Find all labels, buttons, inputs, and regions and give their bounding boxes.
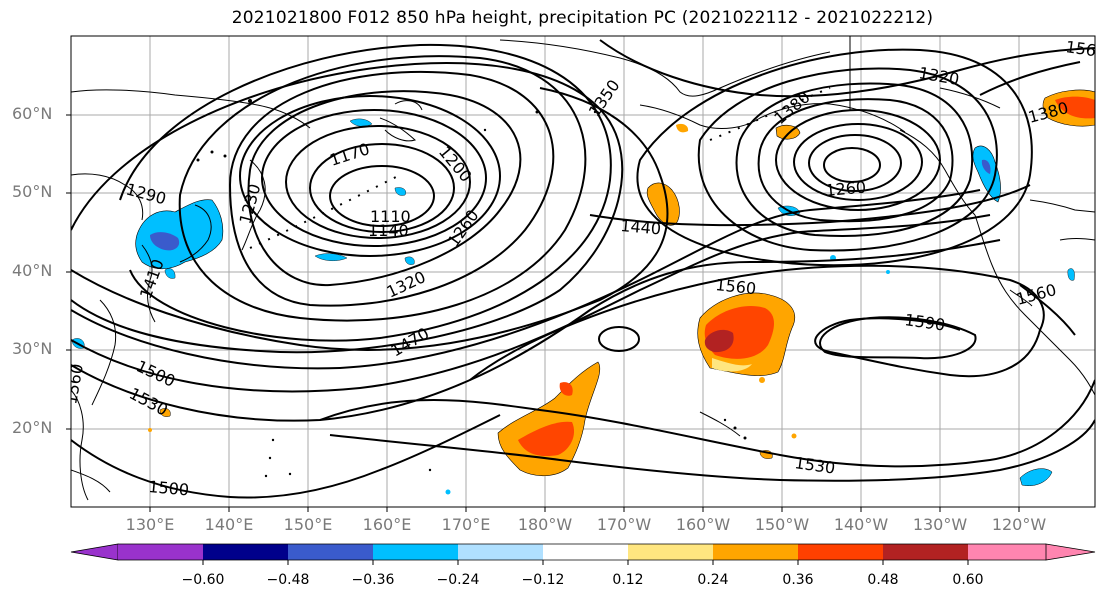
contour-label: 1440	[620, 216, 662, 238]
map-plot-area: 1290 1230 1170 1200 1110 1140 1260 1320 …	[71, 36, 1095, 507]
contour-1110	[329, 165, 435, 227]
contour-1230	[239, 95, 501, 257]
lon-label: 180°W	[517, 515, 573, 534]
colorbar-tick-label: −0.12	[521, 572, 565, 588]
contour-1290	[228, 70, 555, 307]
lon-label: 150°W	[754, 515, 810, 534]
lon-label: 140°E	[204, 515, 254, 534]
colorbar-tick-label: −0.60	[181, 572, 225, 588]
colorbar-tick-label: 0.12	[612, 572, 644, 588]
lat-label: 30°N	[12, 339, 53, 358]
precip-positive-areas	[148, 89, 1095, 477]
lon-label: 160°W	[675, 515, 731, 534]
lon-label: 120°W	[991, 515, 1047, 534]
contour-1530	[319, 379, 1095, 468]
contour-1590	[819, 316, 977, 360]
contour-label: 1110	[370, 207, 411, 226]
colorbar	[70, 543, 1096, 565]
lat-label: 60°N	[12, 104, 53, 123]
contour-label: 1140	[368, 221, 409, 240]
lat-label: 20°N	[12, 418, 53, 437]
lon-label: 130°E	[125, 515, 175, 534]
contour-label: 1560	[715, 275, 757, 298]
contour-1560	[469, 264, 1045, 381]
contour-1200	[261, 109, 487, 247]
map-title: 2021021800 F012 850 hPa height, precipit…	[231, 8, 934, 28]
lon-label: 170°E	[441, 515, 491, 534]
colorbar-tick-label: −0.36	[351, 572, 395, 588]
lon-label: 160°E	[362, 515, 412, 534]
colorbar-tick-label: 0.60	[952, 572, 984, 588]
colorbar-tick-label: 0.48	[867, 572, 899, 588]
axis-ticks	[66, 114, 1020, 512]
lon-label: 170°W	[596, 515, 652, 534]
contour-1170	[285, 125, 471, 239]
lon-label: 130°W	[912, 515, 968, 534]
lat-label: 50°N	[12, 182, 53, 201]
height-contours	[71, 39, 1095, 499]
colorbar-tick-label: −0.48	[266, 572, 310, 588]
lon-label: 150°E	[283, 515, 333, 534]
contour-label: 1500	[148, 477, 190, 499]
contour-1140	[309, 143, 455, 233]
colorbar-tick-label: −0.24	[436, 572, 480, 588]
contour-1260	[247, 90, 522, 287]
lat-label: 40°N	[12, 261, 53, 280]
contour-label: 1260	[825, 178, 867, 200]
precip-area-japan	[135, 199, 224, 270]
colorbar-tick-label: 0.36	[782, 572, 814, 588]
contour-1320	[178, 55, 587, 322]
lon-label: 140°W	[833, 515, 889, 534]
precip-area-bc-coast	[972, 145, 1001, 203]
colorbar-tick-label: 0.24	[697, 572, 729, 588]
